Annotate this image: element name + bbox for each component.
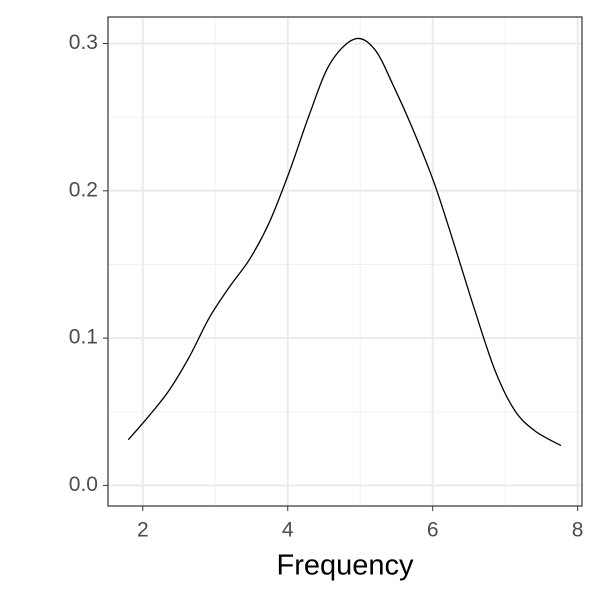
x-tick-label: 6: [427, 519, 439, 542]
density-line: [127, 37, 562, 447]
x-tick-label: 4: [282, 519, 294, 542]
y-tick-label: 0.1: [69, 326, 98, 349]
panel-border: [107, 16, 583, 507]
x-tick-label: 2: [137, 519, 149, 542]
x-tick-label: 8: [572, 519, 584, 542]
y-tick-label: 0.3: [69, 31, 98, 54]
x-axis-title: Frequency: [276, 550, 414, 582]
y-tick-label: 0.0: [69, 473, 98, 496]
y-tick-label: 0.2: [69, 178, 98, 201]
